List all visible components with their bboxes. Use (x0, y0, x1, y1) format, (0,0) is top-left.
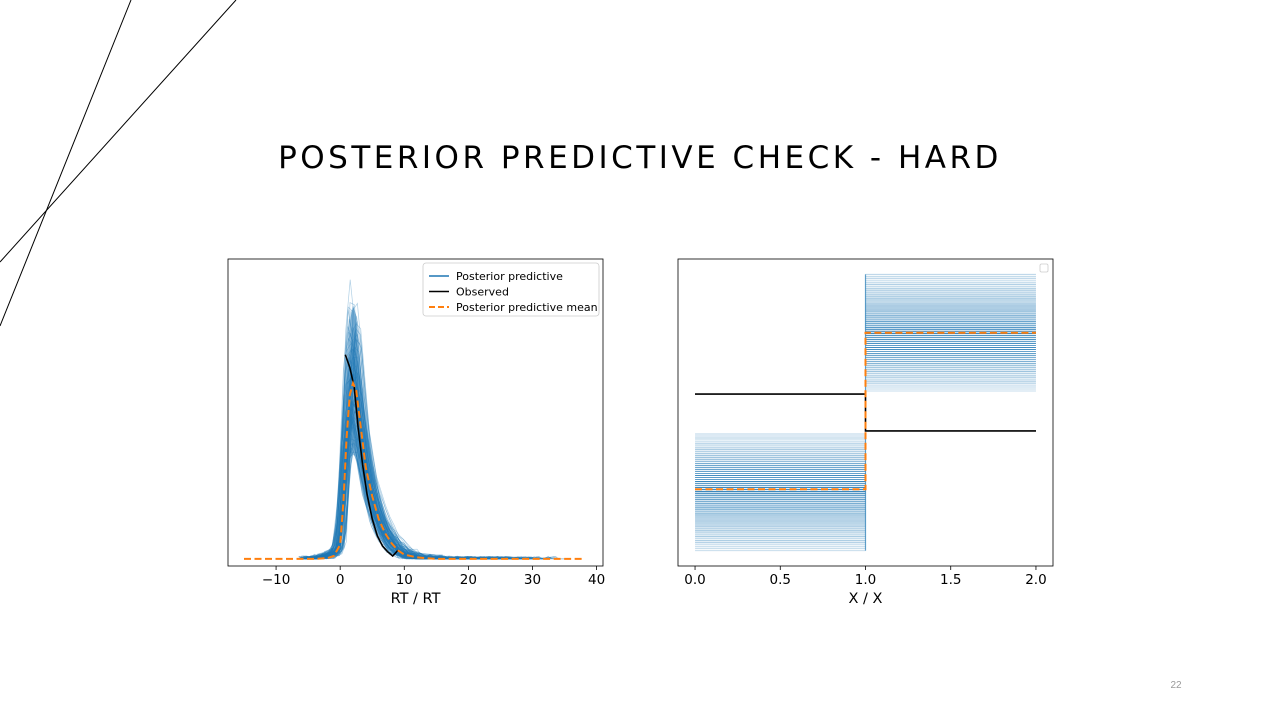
rt-posterior-predictive-plot: −10 0 10 20 30 40 RT / RT Posterior predictive O… (227, 258, 605, 607)
x-x-axis-label: X / X (849, 591, 883, 607)
rt-legend-label: Posterior predictive (456, 270, 563, 283)
decorative-lines (0, 0, 237, 327)
x-posterior-predictive-plot: 0.0 0.5 1.0 1.5 2.0 X / X (677, 258, 1054, 607)
posterior-predictive-line (310, 438, 527, 560)
rt-legend-label: Observed (456, 286, 509, 299)
posterior-predictive-line (306, 375, 541, 560)
x-x-tick-label: 2.0 (1025, 572, 1046, 588)
posterior-predictive-mean-line (695, 331, 1036, 491)
posterior-predictive-band (324, 305, 443, 559)
rt-legend: Posterior predictive Observed Posterior pr… (422, 262, 600, 317)
decorative-line (0, 0, 132, 327)
rt-x-tick-label: 20 (460, 572, 477, 588)
decorative-line (0, 0, 237, 263)
x-frame (677, 258, 1054, 567)
rt-series-group (244, 279, 584, 560)
slide-title: POSTERIOR PREDICTIVE CHECK - HARD (278, 140, 1002, 176)
rt-legend-box (422, 262, 600, 317)
posterior-predictive-samples (695, 273, 1036, 552)
x-x-tick-label: 0.5 (770, 572, 791, 588)
rt-x-tick-label: 40 (588, 572, 605, 588)
x-x-tick-label: 1.5 (940, 572, 961, 588)
rt-legend-label: Posterior predictive mean (456, 301, 598, 314)
x-x-tick-label: 0.0 (684, 572, 705, 588)
rt-frame (227, 258, 604, 567)
x-x-tick-label: 1.0 (855, 572, 876, 588)
rt-x-axis-label: RT / RT (391, 591, 441, 607)
rt-x-tick-label: −10 (262, 572, 291, 588)
rt-x-tick-label: 0 (336, 572, 345, 588)
x-legend-box (1039, 263, 1049, 273)
slide-number: 22 (1170, 680, 1182, 691)
rt-x-tick-label: 10 (396, 572, 413, 588)
rt-x-tick-label: 30 (524, 572, 541, 588)
posterior-predictive-mean-line (244, 380, 584, 560)
